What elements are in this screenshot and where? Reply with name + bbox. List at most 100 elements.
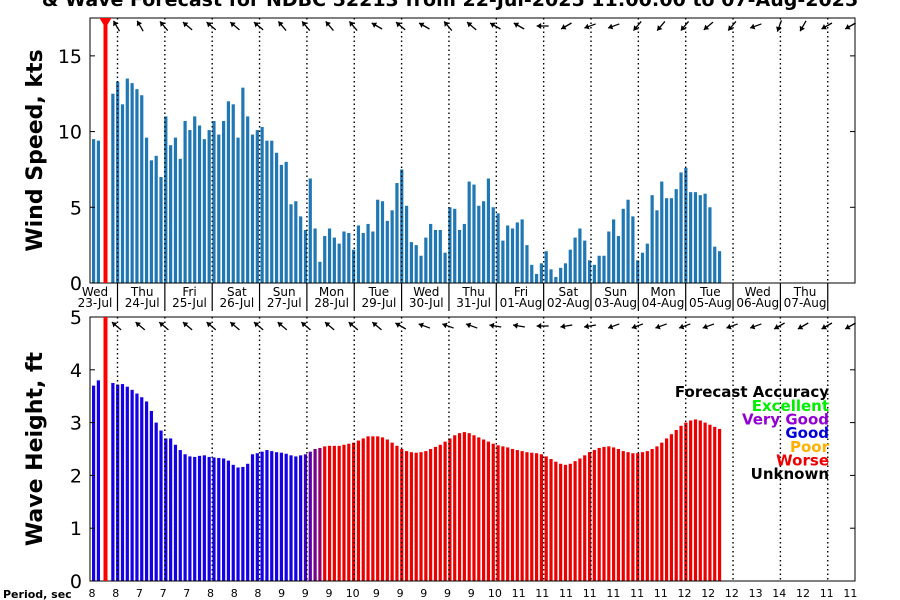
arrow-head bbox=[182, 322, 189, 328]
wave-direction-arrow bbox=[489, 322, 502, 329]
wave-bar bbox=[501, 446, 505, 581]
wind-direction-arrow bbox=[727, 20, 737, 32]
wave-bar bbox=[674, 429, 678, 581]
wind-bar bbox=[506, 225, 510, 283]
wave-bar bbox=[506, 447, 510, 581]
wave-bar bbox=[549, 459, 553, 581]
wind-bar bbox=[342, 231, 346, 283]
period-label: 8 bbox=[231, 587, 238, 600]
arrow-head bbox=[206, 22, 212, 28]
wave-bar bbox=[284, 453, 288, 581]
wave-direction-arrow bbox=[655, 323, 667, 330]
wind-bar bbox=[159, 177, 163, 283]
wind-bar bbox=[144, 137, 149, 283]
wave-bar bbox=[457, 433, 462, 581]
wave-bar bbox=[510, 449, 515, 581]
arrow-head bbox=[325, 21, 331, 27]
day-name-label: Fri bbox=[182, 285, 196, 299]
arrow-head bbox=[513, 22, 520, 28]
wind-bar bbox=[289, 204, 293, 283]
day-name-label: Wed bbox=[82, 285, 108, 299]
wave-bar bbox=[554, 461, 558, 581]
wave-bar bbox=[414, 452, 418, 581]
wave-bar bbox=[664, 438, 669, 581]
wave-bar bbox=[116, 384, 120, 581]
period-label: 11 bbox=[654, 587, 668, 600]
wind-bar bbox=[578, 228, 582, 283]
wind-bar bbox=[698, 195, 702, 283]
wind-direction-arrow bbox=[182, 21, 193, 31]
wave-bar bbox=[689, 420, 693, 581]
wave-bar bbox=[568, 463, 572, 581]
wind-bar bbox=[592, 264, 596, 283]
day-date-label: 07-Aug bbox=[784, 296, 827, 310]
period-label: 12 bbox=[725, 587, 739, 600]
wave-bar bbox=[356, 440, 361, 581]
wind-bar bbox=[674, 189, 678, 283]
arrow-head bbox=[680, 25, 687, 31]
wave-bar bbox=[140, 397, 144, 581]
wind-bar bbox=[284, 161, 288, 283]
legend-item: Good bbox=[785, 424, 829, 442]
y-tick-label: 0 bbox=[70, 571, 82, 593]
wave-bar bbox=[539, 454, 543, 581]
arrow-head bbox=[774, 324, 780, 330]
wave-bar bbox=[270, 451, 274, 581]
wind-direction-arrow bbox=[536, 23, 549, 29]
wind-bar bbox=[308, 178, 312, 283]
day-name-label: Thu bbox=[793, 285, 817, 299]
wave-bar bbox=[482, 439, 486, 581]
wind-bar bbox=[496, 213, 500, 283]
arrow-head bbox=[821, 324, 827, 330]
period-label: 7 bbox=[183, 587, 190, 600]
wind-direction-arrow bbox=[680, 20, 690, 32]
period-label: 10 bbox=[488, 587, 502, 600]
period-label: 11 bbox=[630, 587, 644, 600]
wave-direction-arrow bbox=[726, 323, 738, 330]
wave-bar bbox=[183, 454, 187, 581]
arrow-head bbox=[396, 22, 402, 28]
wave-direction-arrow bbox=[277, 321, 288, 331]
wave-bar bbox=[154, 422, 158, 581]
wind-bar bbox=[660, 181, 664, 283]
arrow-head bbox=[536, 323, 542, 329]
wave-direction-arrow bbox=[158, 321, 169, 331]
wind-bar bbox=[279, 164, 283, 283]
arrow-head bbox=[799, 25, 805, 32]
wind-bar bbox=[583, 240, 587, 283]
wave-bar bbox=[231, 464, 235, 581]
wave-bar bbox=[534, 453, 539, 581]
wave-bar bbox=[265, 450, 269, 581]
wave-bar bbox=[250, 454, 255, 581]
wind-bar bbox=[443, 252, 447, 283]
arrow-head bbox=[513, 322, 519, 329]
wave-ylabel: Wave Height, ft bbox=[23, 351, 48, 546]
wave-direction-arrow bbox=[797, 322, 809, 330]
wave-bar bbox=[92, 385, 96, 581]
wave-bar bbox=[299, 455, 303, 581]
wave-direction-arrow bbox=[560, 323, 573, 330]
wave-direction-arrow bbox=[442, 322, 454, 329]
arrow-head bbox=[371, 22, 378, 28]
wind-bar bbox=[164, 116, 168, 284]
day-date-label: 23-Jul bbox=[78, 296, 113, 310]
wind-bar bbox=[559, 267, 563, 283]
wave-direction-arrow bbox=[607, 323, 620, 330]
wave-bar bbox=[616, 449, 621, 581]
wind-bar bbox=[361, 233, 365, 283]
wind-direction-arrow bbox=[418, 22, 430, 30]
wind-bar bbox=[255, 130, 259, 283]
wave-bar bbox=[650, 449, 654, 581]
wave-bar bbox=[626, 452, 630, 581]
wave-bar bbox=[472, 435, 476, 581]
wind-bar bbox=[116, 81, 120, 283]
arrow-head bbox=[845, 324, 851, 330]
wave-direction-arrow bbox=[206, 321, 217, 331]
wind-direction-arrow bbox=[371, 22, 383, 30]
arrow-head bbox=[560, 323, 566, 330]
wind-bar bbox=[650, 195, 654, 283]
period-label: 9 bbox=[373, 587, 380, 600]
wind-bar bbox=[717, 251, 722, 283]
period-label: 11 bbox=[843, 587, 857, 600]
